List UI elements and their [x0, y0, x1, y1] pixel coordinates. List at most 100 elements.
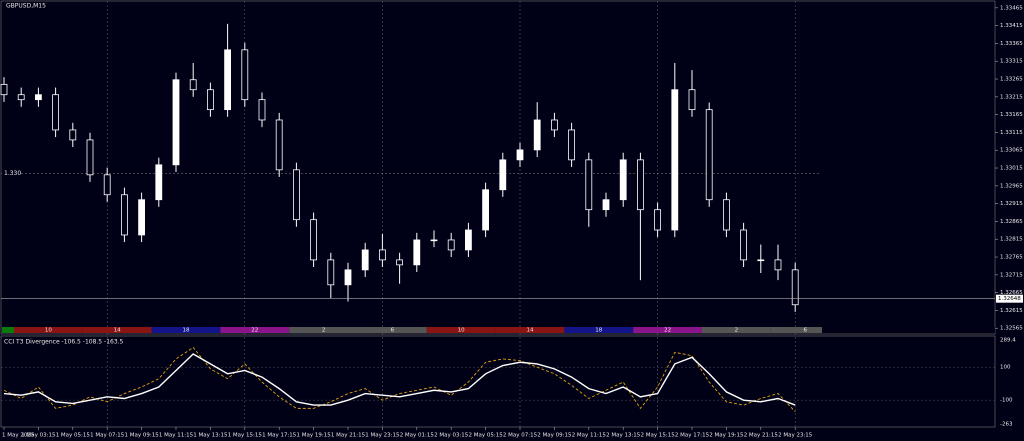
candle-body: [533, 119, 541, 151]
chart-title: GBPUSD,M15: [6, 3, 46, 10]
y-tick-label: 1.33315: [1000, 59, 1023, 65]
y-tick-label: 1.33415: [1000, 23, 1023, 29]
candle-body: [774, 259, 782, 271]
candle-body: [275, 119, 283, 171]
candle-body: [413, 239, 421, 266]
candle-body: [464, 229, 472, 251]
x-tick-label: 2 May 19:15: [709, 433, 744, 439]
session-cell: [358, 327, 427, 333]
session-cell: [495, 327, 565, 333]
candle-body: [0, 83, 8, 96]
candle-body: [447, 239, 455, 251]
x-tick-label: 1 May 03:15: [21, 433, 56, 439]
candle-body: [671, 89, 679, 231]
x-tick-label: 1 May 09:15: [124, 433, 159, 439]
last-price-label: 1.32648: [998, 296, 1021, 302]
candle-body: [121, 194, 128, 236]
candle-body: [757, 259, 765, 262]
session-cell: [289, 327, 358, 333]
candle-body: [69, 129, 77, 141]
session-cell: [151, 327, 221, 333]
candle-body: [241, 49, 249, 101]
candle-body: [516, 149, 524, 161]
session-end: [822, 327, 995, 333]
indicator-tick-label: 289.4: [1000, 338, 1016, 344]
x-tick-label: 2 May 13:15: [606, 433, 641, 439]
y-tick-label: 1.33465: [1000, 5, 1023, 11]
candle-body: [568, 129, 575, 161]
y-tick-label: 1.32665: [1000, 290, 1023, 296]
session-hour: 6: [803, 328, 807, 334]
y-tick-label: 1.32865: [1000, 219, 1023, 225]
x-tick-label: 1 May 17:15: [262, 433, 297, 439]
session-cell: [633, 327, 702, 333]
y-tick-label: 1.33065: [1000, 148, 1023, 154]
x-tick-label: 2 May 01:15: [400, 433, 435, 439]
x-tick-label: 1 May 07:15: [90, 433, 125, 439]
candle-body: [430, 239, 438, 242]
y-tick-label: 1.32915: [1000, 201, 1023, 207]
session-hour: 14: [114, 328, 121, 334]
candle-body: [585, 159, 593, 211]
candle-body: [155, 164, 163, 201]
session-hour: 2: [322, 328, 326, 334]
session-hour: 22: [664, 328, 671, 334]
candle-body: [705, 109, 713, 201]
candle-body: [327, 259, 335, 286]
y-tick-label: 1.32615: [1000, 308, 1023, 314]
x-tick-label: 2 May 15:15: [640, 433, 675, 439]
x-tick-label: 2 May 05:15: [468, 433, 503, 439]
candle-body: [17, 94, 25, 101]
indicator-tick-label: 100: [1000, 365, 1011, 371]
candle-body: [310, 219, 318, 261]
candle-body: [258, 99, 266, 121]
candle-body: [206, 89, 214, 111]
candle-body: [292, 169, 300, 221]
x-tick-label: 2 May 23:15: [778, 433, 813, 439]
session-hour: 10: [45, 328, 52, 334]
session-hour: 10: [458, 328, 465, 334]
y-tick-label: 1.32765: [1000, 255, 1023, 261]
session-cell: [82, 327, 152, 333]
candle-body: [361, 249, 369, 271]
x-tick-label: 1 May 15:15: [228, 433, 263, 439]
session-hour: 18: [183, 328, 190, 334]
x-tick-label: 2 May 17:15: [675, 433, 710, 439]
y-tick-label: 1.33265: [1000, 77, 1023, 83]
candle-body: [602, 199, 610, 211]
candle-body: [396, 259, 404, 266]
y-tick-label: 1.32715: [1000, 272, 1023, 278]
candle-body: [740, 229, 747, 261]
session-hour: 2: [735, 328, 739, 334]
session-cell: [702, 327, 771, 333]
session-cell: [770, 327, 822, 333]
x-tick-label: 1 May 2025: [2, 433, 35, 439]
level-label-box: [2, 169, 20, 178]
session-hour: 18: [595, 328, 602, 334]
candle-body: [35, 94, 42, 101]
y-tick-label: 1.33365: [1000, 41, 1023, 47]
session-cell: [426, 327, 496, 333]
candle-body: [619, 159, 627, 201]
y-tick-label: 1.32965: [1000, 183, 1023, 189]
candle-body: [723, 199, 730, 231]
indicator-tick-label: -263: [1000, 422, 1013, 428]
session-cell: [564, 327, 634, 333]
x-tick-label: 1 May 13:15: [193, 433, 228, 439]
x-tick-label: 1 May 11:15: [159, 433, 194, 439]
candle-body: [688, 89, 696, 111]
indicator-line: [3, 346, 796, 412]
candle-body: [499, 159, 507, 191]
y-tick-label: 1.32565: [1000, 326, 1023, 332]
candle-body: [86, 139, 94, 176]
y-tick-label: 1.33165: [1000, 112, 1023, 118]
candle-body: [52, 94, 59, 131]
main-panel: [0, 0, 996, 335]
candle-body: [551, 119, 558, 131]
level-label: 1.330: [4, 170, 21, 177]
x-tick-label: 2 May 21:15: [744, 433, 779, 439]
candle-body: [637, 159, 644, 211]
session-hour: 22: [251, 328, 258, 334]
